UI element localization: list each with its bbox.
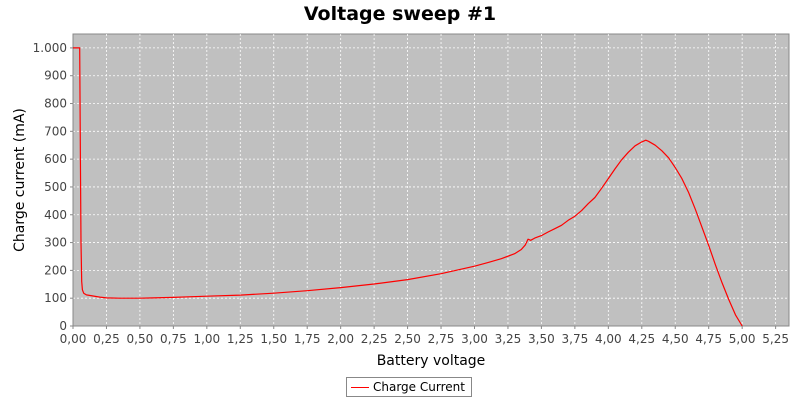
x-tick-label: 4,25 bbox=[628, 332, 655, 346]
legend-label-charge-current: Charge Current bbox=[373, 380, 465, 394]
y-tick-label: 500 bbox=[44, 180, 67, 194]
x-tick-label: 3,25 bbox=[495, 332, 522, 346]
series-line-charge-current bbox=[73, 47, 743, 327]
chart-title: Voltage sweep #1 bbox=[303, 3, 497, 25]
x-tick-label: 4,50 bbox=[662, 332, 689, 346]
y-tick-label: 200 bbox=[44, 263, 67, 277]
x-tick-label: 2,75 bbox=[428, 332, 455, 346]
y-tick-label: 800 bbox=[44, 97, 67, 111]
x-tick-label: 1,25 bbox=[227, 332, 254, 346]
x-tick-label: 4,00 bbox=[595, 332, 622, 346]
y-tick-label: 0 bbox=[59, 319, 67, 333]
x-tick-label: 0,25 bbox=[93, 332, 120, 346]
x-tick-label: 3,75 bbox=[562, 332, 589, 346]
y-tick-label: 600 bbox=[44, 152, 67, 166]
x-tick-label: 3,00 bbox=[461, 332, 488, 346]
plot-area bbox=[72, 33, 790, 327]
x-tick-label: 2,50 bbox=[394, 332, 421, 346]
x-tick-label: 0,00 bbox=[60, 332, 87, 346]
y-axis-label: Charge current (mA) bbox=[12, 108, 28, 252]
x-axis-label: Battery voltage bbox=[377, 353, 486, 369]
x-tick-label: 3,50 bbox=[528, 332, 555, 346]
y-tick-label: 900 bbox=[44, 69, 67, 83]
x-tick-label: 4,75 bbox=[695, 332, 722, 346]
y-axis-ticks: 0 100 200 300 400 500 600 700 800 900 1.000 bbox=[33, 41, 73, 333]
x-tick-label: 5,00 bbox=[729, 332, 756, 346]
x-tick-label: 2,00 bbox=[327, 332, 354, 346]
x-tick-label: 1,00 bbox=[193, 332, 220, 346]
x-tick-label: 2,25 bbox=[361, 332, 388, 346]
series-group bbox=[73, 47, 743, 327]
y-tick-label: 400 bbox=[44, 208, 67, 222]
x-tick-label: 1,75 bbox=[294, 332, 321, 346]
legend: Charge Current bbox=[346, 377, 472, 397]
x-tick-label: 0,75 bbox=[160, 332, 187, 346]
y-tick-label: 700 bbox=[44, 124, 67, 138]
x-tick-label: 0,50 bbox=[127, 332, 154, 346]
legend-swatch-charge-current bbox=[351, 386, 369, 388]
y-tick-label: 1.000 bbox=[33, 41, 67, 55]
y-tick-label: 300 bbox=[44, 236, 67, 250]
x-tick-label: 5,25 bbox=[762, 332, 789, 346]
x-tick-label: 1,50 bbox=[260, 332, 287, 346]
axes bbox=[72, 34, 789, 327]
y-tick-label: 100 bbox=[44, 291, 67, 305]
x-axis-ticks: 0,00 0,25 0,50 0,75 1,00 1,25 1,50 1,75 2,00 2,25… bbox=[60, 326, 789, 346]
